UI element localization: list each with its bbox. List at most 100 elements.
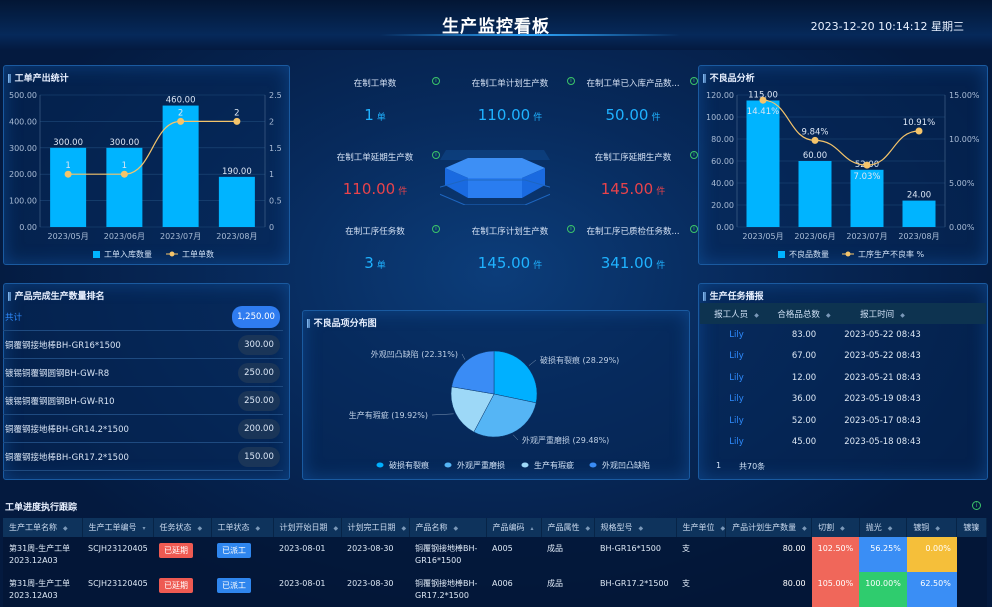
info-icon[interactable]: i xyxy=(432,225,440,233)
kpi-label: 在制工单已入库产品数... xyxy=(586,79,680,89)
sort-icon: ▴ xyxy=(530,525,534,532)
kpi-label: 在制工序任务数 xyxy=(345,227,405,237)
sort-icon: ◆ xyxy=(453,525,459,532)
col-header[interactable]: 计划开始日期 ◆ xyxy=(273,518,342,537)
quantity-pill: 300.00 xyxy=(238,334,280,355)
qualified-total: 83.00 xyxy=(791,329,817,340)
product-code: A005 xyxy=(486,537,541,572)
info-icon[interactable]: i xyxy=(690,77,698,85)
y2-tick-label: 1.5 xyxy=(269,144,282,153)
kpi-card: 在制工序延期生产数 i 145.00 件 xyxy=(568,151,698,198)
bar-label: 300.00 xyxy=(53,138,83,148)
table-row[interactable]: 第31周-生产工单2023.12A03 SCJH23120405 已延期 已派工 … xyxy=(3,572,987,607)
status-badge: 已延期 xyxy=(159,578,193,593)
info-icon[interactable]: i xyxy=(567,225,575,233)
kpi-label: 在制工单计划生产数 xyxy=(471,79,549,89)
info-icon[interactable]: i xyxy=(567,77,575,85)
col-header[interactable]: 生产工单名称 ◆ xyxy=(3,518,83,537)
status-badge: 已派工 xyxy=(217,578,251,593)
line-label: 2 xyxy=(234,108,239,118)
table-row[interactable]: Lily 52.00 2023-05-17 08:43 xyxy=(700,410,986,432)
output-chart: 0.00 100.00 200.00 300.00 400.00 500.00 0 0.5 1 1… xyxy=(9,91,282,259)
sort-icon: ◆ xyxy=(840,525,845,532)
bar xyxy=(50,147,87,227)
slice-label: 外观凹凸缺陷 (22.31%) xyxy=(371,349,458,359)
y2-tick-label: 0.5 xyxy=(269,197,282,206)
col-header[interactable]: 抛光 ◆ xyxy=(859,518,908,537)
pie-slice xyxy=(473,393,537,438)
y2-tick-label: 0 xyxy=(269,223,274,232)
col-header[interactable]: 镀镍 xyxy=(956,518,988,537)
y-tick-label: 200.00 xyxy=(9,170,37,179)
col-header[interactable]: 镀铜 ◆ xyxy=(906,518,958,537)
col-header[interactable]: 产品属性 ◆ xyxy=(541,518,595,537)
col-header[interactable]: 任务状态 ◆ xyxy=(153,518,212,537)
bar xyxy=(746,100,780,227)
status-badge: 已延期 xyxy=(159,543,193,558)
cut-progress: 102.50% xyxy=(811,537,860,572)
nickel-progress xyxy=(956,572,987,607)
task-status: 已延期 xyxy=(153,572,211,607)
col-header[interactable]: 报工人员 ◆ xyxy=(700,303,773,324)
info-icon[interactable]: i xyxy=(690,225,698,233)
line-point xyxy=(811,136,819,144)
table-row[interactable]: Lily 83.00 2023-05-22 08:43 xyxy=(700,324,986,346)
y-tick-label: 0.00 xyxy=(19,223,37,232)
sort-icon: ◆ xyxy=(825,311,831,319)
x-tick-label: 2023/06月 xyxy=(104,232,145,241)
bar xyxy=(902,200,936,227)
table-row[interactable]: Lily 12.00 2023-05-21 08:43 xyxy=(700,367,986,389)
plan-qty: 80.00 xyxy=(725,572,812,607)
info-icon[interactable]: i xyxy=(432,151,440,159)
kpi-card: 在制工序计划生产数 i 145.00 件 xyxy=(445,225,575,272)
sort-icon: ▾ xyxy=(142,525,146,532)
bar-label: 115.00 xyxy=(748,91,778,101)
sort-icon: ◆ xyxy=(401,525,407,532)
legend-swatch xyxy=(778,251,785,258)
info-icon[interactable]: i xyxy=(690,151,698,159)
line-point xyxy=(915,127,923,135)
ranking-item: 铜覆钢接地棒BH-GR17.2*1500 150.00 xyxy=(3,443,283,471)
col-header[interactable]: 产品名称 ◆ xyxy=(409,518,487,537)
report-time: 2023-05-22 08:43 xyxy=(844,351,921,362)
bar xyxy=(218,176,255,227)
col-header[interactable]: 报工时间 ◆ xyxy=(835,303,930,324)
table-row[interactable]: Lily 36.00 2023-05-19 08:43 xyxy=(700,389,986,411)
y-tick-label: 80.00 xyxy=(711,135,734,144)
col-header[interactable]: 切割 ◆ xyxy=(811,518,860,537)
panel-title: 产品完成生产数量排名 xyxy=(7,289,105,302)
qualified-total: 52.00 xyxy=(791,415,817,426)
col-header[interactable]: 规格型号 ◆ xyxy=(594,518,677,537)
line-series xyxy=(68,120,237,175)
reporter: Lily xyxy=(729,372,744,383)
order-status: 已派工 xyxy=(211,572,273,607)
page-indicator[interactable]: 1 xyxy=(716,461,722,470)
info-icon[interactable]: i xyxy=(972,501,981,510)
info-icon[interactable]: i xyxy=(432,77,440,85)
kpi-card: 在制工单计划生产数 i 110.00 件 xyxy=(445,77,575,124)
col-header[interactable]: 生产单位 ◆ xyxy=(676,518,727,537)
product-attr: 成品 xyxy=(541,537,594,572)
legend-swatch xyxy=(376,462,384,468)
table-row[interactable]: Lily 45.00 2023-05-18 08:43 xyxy=(700,432,986,454)
y-tick-label: 60.00 xyxy=(711,157,734,166)
bar-label: 460.00 xyxy=(166,96,196,106)
product-name: 铜覆钢接地棒BH-GR14.2*1500 xyxy=(5,424,129,435)
order-code: SCJH23120405 xyxy=(82,537,153,572)
col-header[interactable]: 工单状态 ◆ xyxy=(211,518,274,537)
col-header[interactable]: 产品计划生产数量 ◆ xyxy=(725,518,813,537)
table-row[interactable]: 第31周-生产工单2023.12A03 SCJH23120405 已延期 已派工 … xyxy=(3,537,987,572)
col-header[interactable]: 生产工单编号 ▾ xyxy=(82,518,154,537)
table-row[interactable]: Lily 67.00 2023-05-22 08:43 xyxy=(700,346,986,368)
start-date: 2023-08-01 xyxy=(273,572,341,607)
spec: BH-GR17.2*1500 xyxy=(594,572,676,607)
y2-tick-label: 0.00% xyxy=(949,223,975,232)
polish-progress: 56.25% xyxy=(859,537,907,572)
col-header[interactable]: 计划完工日期 ◆ xyxy=(341,518,410,537)
sort-icon: ◆ xyxy=(887,525,893,532)
ranking-item: 共计 1,250.00 xyxy=(3,303,283,331)
col-header[interactable]: 合格品总数 ◆ xyxy=(773,303,835,324)
y-tick-label: 120.00 xyxy=(706,91,734,100)
col-header[interactable]: 产品编码 ▴ xyxy=(486,518,542,537)
kpi-value: 341.00 件 xyxy=(600,254,666,272)
